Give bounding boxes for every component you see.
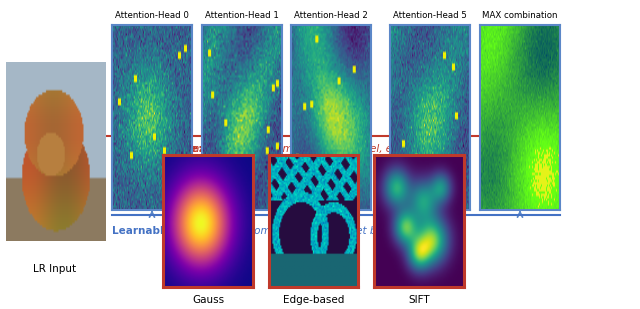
Text: ...: ... — [353, 116, 368, 131]
Text: Learnable:: Learnable: — [112, 226, 175, 235]
Text: Gauss: Gauss — [192, 295, 224, 305]
Text: Edge-based: Edge-based — [283, 295, 344, 305]
Text: Non-Learnable:: Non-Learnable: — [112, 144, 202, 154]
Text: Attention-Head 1: Attention-Head 1 — [205, 11, 278, 20]
Text: Attention-Head 5: Attention-Head 5 — [394, 11, 467, 20]
Text: Attention-Head 0: Attention-Head 0 — [115, 11, 189, 20]
Text: SIFT: SIFT — [408, 295, 430, 305]
Text: MAX combination: MAX combination — [483, 11, 557, 20]
Text: LR Input: LR Input — [33, 264, 76, 274]
Text: masks derived from Gaussian kernel, edges, and SIFT: masks derived from Gaussian kernel, edge… — [186, 144, 468, 154]
Text: Attention-Head 2: Attention-Head 2 — [294, 11, 368, 20]
Text: masks derived from DINO with ResNet backbone: masks derived from DINO with ResNet back… — [164, 226, 421, 235]
